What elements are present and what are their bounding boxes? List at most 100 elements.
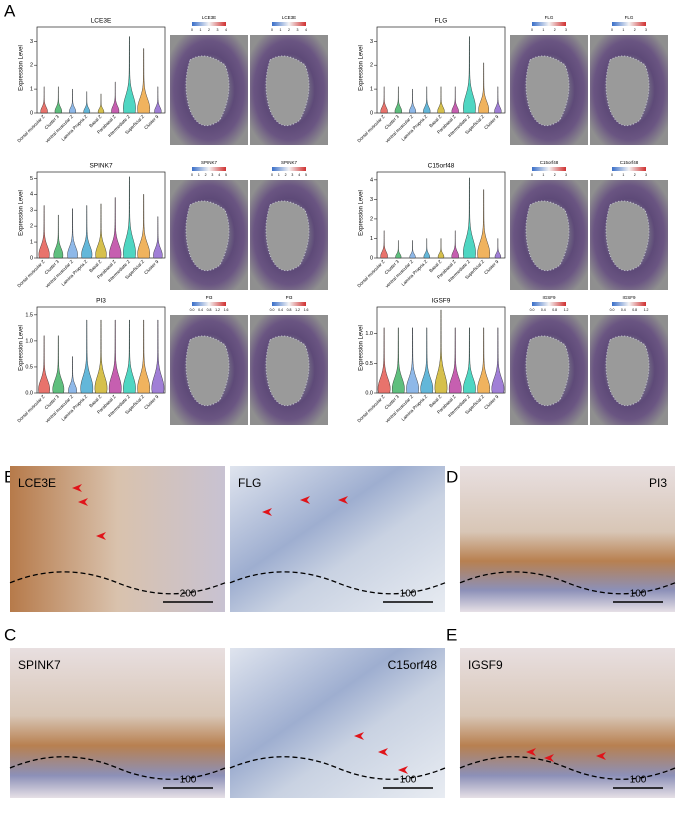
violin	[68, 356, 77, 394]
y-axis-label: Expression Level	[359, 325, 365, 371]
arrowhead	[596, 752, 606, 760]
y-axis-label: Expression Level	[19, 325, 25, 371]
tissue-lumen	[525, 200, 570, 272]
ihc-image	[230, 466, 445, 612]
colorbar-tick: 1	[542, 28, 544, 32]
colorbar-tick: 5	[305, 173, 307, 177]
colorbar-tick: 0.8	[287, 308, 292, 312]
y-tick-label: 3	[30, 39, 33, 45]
colorbar-tick: 2	[285, 173, 287, 177]
panel-label: B	[4, 467, 15, 486]
violin	[69, 88, 76, 114]
arrowhead	[398, 766, 408, 774]
colorbar	[192, 302, 226, 306]
violin	[80, 319, 94, 394]
colorbar-tick: 1.2	[215, 308, 220, 312]
scale-label: 100	[630, 775, 647, 786]
violin	[477, 189, 490, 259]
colorbar-tick: 2	[554, 28, 556, 32]
y-tick-label: 1.0	[365, 331, 373, 337]
tissue-lumen	[185, 55, 230, 127]
ihc-image	[230, 648, 445, 798]
colorbar-tick: 0.4	[541, 308, 546, 312]
colorbar-tick: 3	[217, 28, 219, 32]
violin	[448, 327, 462, 394]
violin	[54, 86, 62, 114]
violin	[451, 86, 459, 114]
tissue-lumen	[605, 55, 650, 127]
colorbar-tick: 0	[611, 28, 613, 32]
epithelium-boundary	[9, 571, 226, 595]
ihc-label: LCE3E	[18, 476, 56, 490]
colorbar-title: SPINK7	[201, 160, 218, 165]
violin	[137, 48, 150, 114]
x-tick-label: Lamina Propria Z	[400, 259, 428, 287]
colorbar-tick: 2	[208, 28, 210, 32]
colorbar	[532, 22, 566, 26]
arrowhead	[526, 748, 536, 756]
panel-label: E	[446, 625, 457, 644]
arrowhead	[300, 496, 310, 504]
y-tick-label: 1	[30, 87, 33, 93]
violin	[494, 86, 502, 114]
x-tick-label: Dorsal muscular Z	[356, 259, 386, 289]
x-tick-label: Dorsal muscular Z	[16, 259, 46, 289]
epithelium-boundary	[229, 571, 446, 595]
y-tick-label: 0.0	[365, 390, 373, 396]
x-tick-label: Cluster 9	[143, 114, 160, 131]
colorbar-tick: 1	[198, 173, 200, 177]
violin	[437, 238, 445, 259]
tissue-lumen	[605, 200, 650, 272]
violin	[437, 86, 445, 114]
x-tick-label: Dorsal muscular Z	[356, 114, 386, 144]
violin	[137, 319, 150, 394]
colorbar	[612, 22, 646, 26]
panel-label: A	[4, 1, 16, 20]
y-tick-label: 3	[370, 39, 373, 45]
colorbar-tick: 0.8	[552, 308, 557, 312]
colorbar-tick: 0.4	[198, 308, 203, 312]
violin	[38, 205, 50, 259]
violin	[420, 327, 434, 394]
violin	[137, 194, 150, 259]
plot-title: SPINK7	[89, 163, 113, 170]
violin	[38, 335, 50, 394]
violin	[52, 335, 65, 394]
colorbar	[272, 302, 306, 306]
colorbar-tick: 1.2	[295, 308, 300, 312]
colorbar-tick: 1	[622, 28, 624, 32]
violin	[478, 62, 489, 114]
x-tick-label: Lamina Propria Z	[60, 114, 88, 142]
colorbar-title: SPINK7	[281, 160, 298, 165]
epithelium-boundary	[459, 571, 676, 595]
y-axis-label: Expression Level	[19, 190, 25, 236]
violin	[395, 240, 402, 259]
y-tick-label: 1	[370, 87, 373, 93]
violin	[463, 327, 476, 394]
scale-label: 100	[180, 775, 197, 786]
colorbar-title: PI3	[206, 295, 213, 300]
violin	[380, 230, 388, 259]
colorbar-tick: 3	[645, 28, 647, 32]
colorbar-tick: 4	[225, 28, 227, 32]
colorbar-tick: 0.0	[610, 308, 615, 312]
scale-label: 100	[400, 775, 417, 786]
colorbar-tick: 3	[291, 173, 293, 177]
colorbar	[272, 167, 306, 171]
colorbar	[532, 167, 566, 171]
colorbar-title: PI3	[286, 295, 293, 300]
violin	[151, 319, 165, 394]
x-tick-label: Cluster 9	[143, 259, 160, 276]
violin	[153, 216, 163, 259]
y-tick-label: 0	[370, 255, 373, 261]
colorbar-tick: 5	[225, 173, 227, 177]
x-tick-label: Lamina Propria Z	[400, 114, 428, 142]
scale-label: 100	[400, 589, 417, 600]
y-tick-label: 1.5	[25, 312, 33, 318]
colorbar-tick: 3	[645, 173, 647, 177]
x-tick-label: Dorsal muscular Z	[16, 114, 46, 144]
violin	[154, 86, 162, 114]
colorbar-tick: 0.0	[270, 308, 275, 312]
violin	[97, 93, 105, 114]
x-tick-label: Cluster 9	[483, 259, 500, 276]
